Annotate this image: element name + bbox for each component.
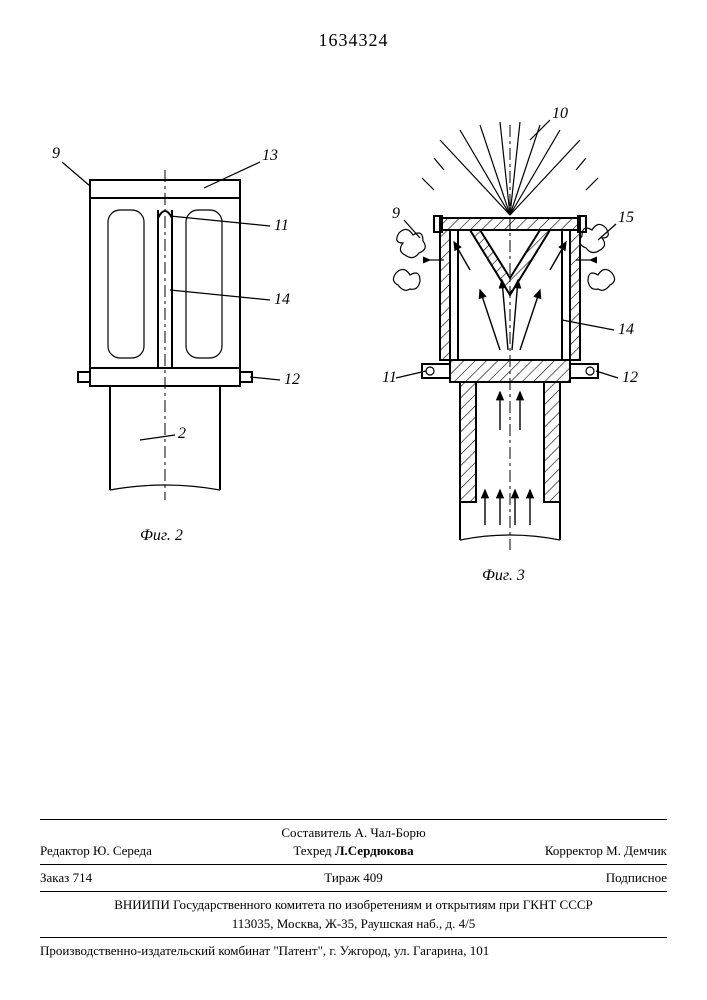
- figures-area: 9 13 11 14 12 2 Фиг. 2: [0, 100, 707, 720]
- fig3-caption: Фиг. 3: [482, 567, 525, 584]
- fig3-label-14: 14: [618, 321, 634, 338]
- compiler-label: Составитель: [281, 825, 351, 840]
- fig2-label-14: 14: [274, 291, 290, 308]
- fig3-label-9: 9: [392, 205, 400, 222]
- fig2-label-13: 13: [262, 147, 278, 164]
- fig2-label-2: 2: [178, 425, 186, 442]
- fig3-label-10: 10: [552, 105, 568, 122]
- fig2-label-11: 11: [274, 217, 289, 234]
- fig3-label-12: 12: [622, 369, 638, 386]
- tirazh-label: Тираж: [324, 870, 360, 885]
- corrector-name: М. Демчик: [606, 843, 667, 858]
- techred-name: Л.Сердюкова: [335, 843, 414, 858]
- order-num: 714: [73, 870, 93, 885]
- fig2: 9 13 11 14 12 2 Фиг. 2: [52, 145, 300, 544]
- plant: Производственно-издательский комбинат "П…: [40, 942, 667, 960]
- editor-label: Редактор: [40, 843, 90, 858]
- fig3-label-15: 15: [618, 209, 634, 226]
- subscription: Подписное: [606, 870, 667, 885]
- fig2-caption: Фиг. 2: [140, 527, 183, 544]
- compiler-name: А. Чал-Борю: [354, 825, 425, 840]
- mist-left: [393, 229, 444, 290]
- fig2-label-12: 12: [284, 371, 300, 388]
- editor-name: Ю. Середа: [93, 843, 152, 858]
- doc-number: 1634324: [0, 30, 707, 51]
- footer: Составитель А. Чал-Борю Редактор Ю. Сере…: [40, 815, 667, 960]
- fig3-label-11: 11: [382, 369, 397, 386]
- fig3: 10 9 15 14 11 12 Фиг. 3: [382, 105, 638, 584]
- vniipi: ВНИИПИ Государственного комитета по изоб…: [40, 896, 667, 914]
- fig2-label-9: 9: [52, 145, 60, 162]
- order-label: Заказ: [40, 870, 69, 885]
- corrector-label: Корректор: [545, 843, 603, 858]
- tirazh-num: 409: [363, 870, 383, 885]
- mist-right: [576, 224, 615, 290]
- address1: 113035, Москва, Ж-35, Раушская наб., д. …: [40, 915, 667, 933]
- techred-label: Техред: [293, 843, 331, 858]
